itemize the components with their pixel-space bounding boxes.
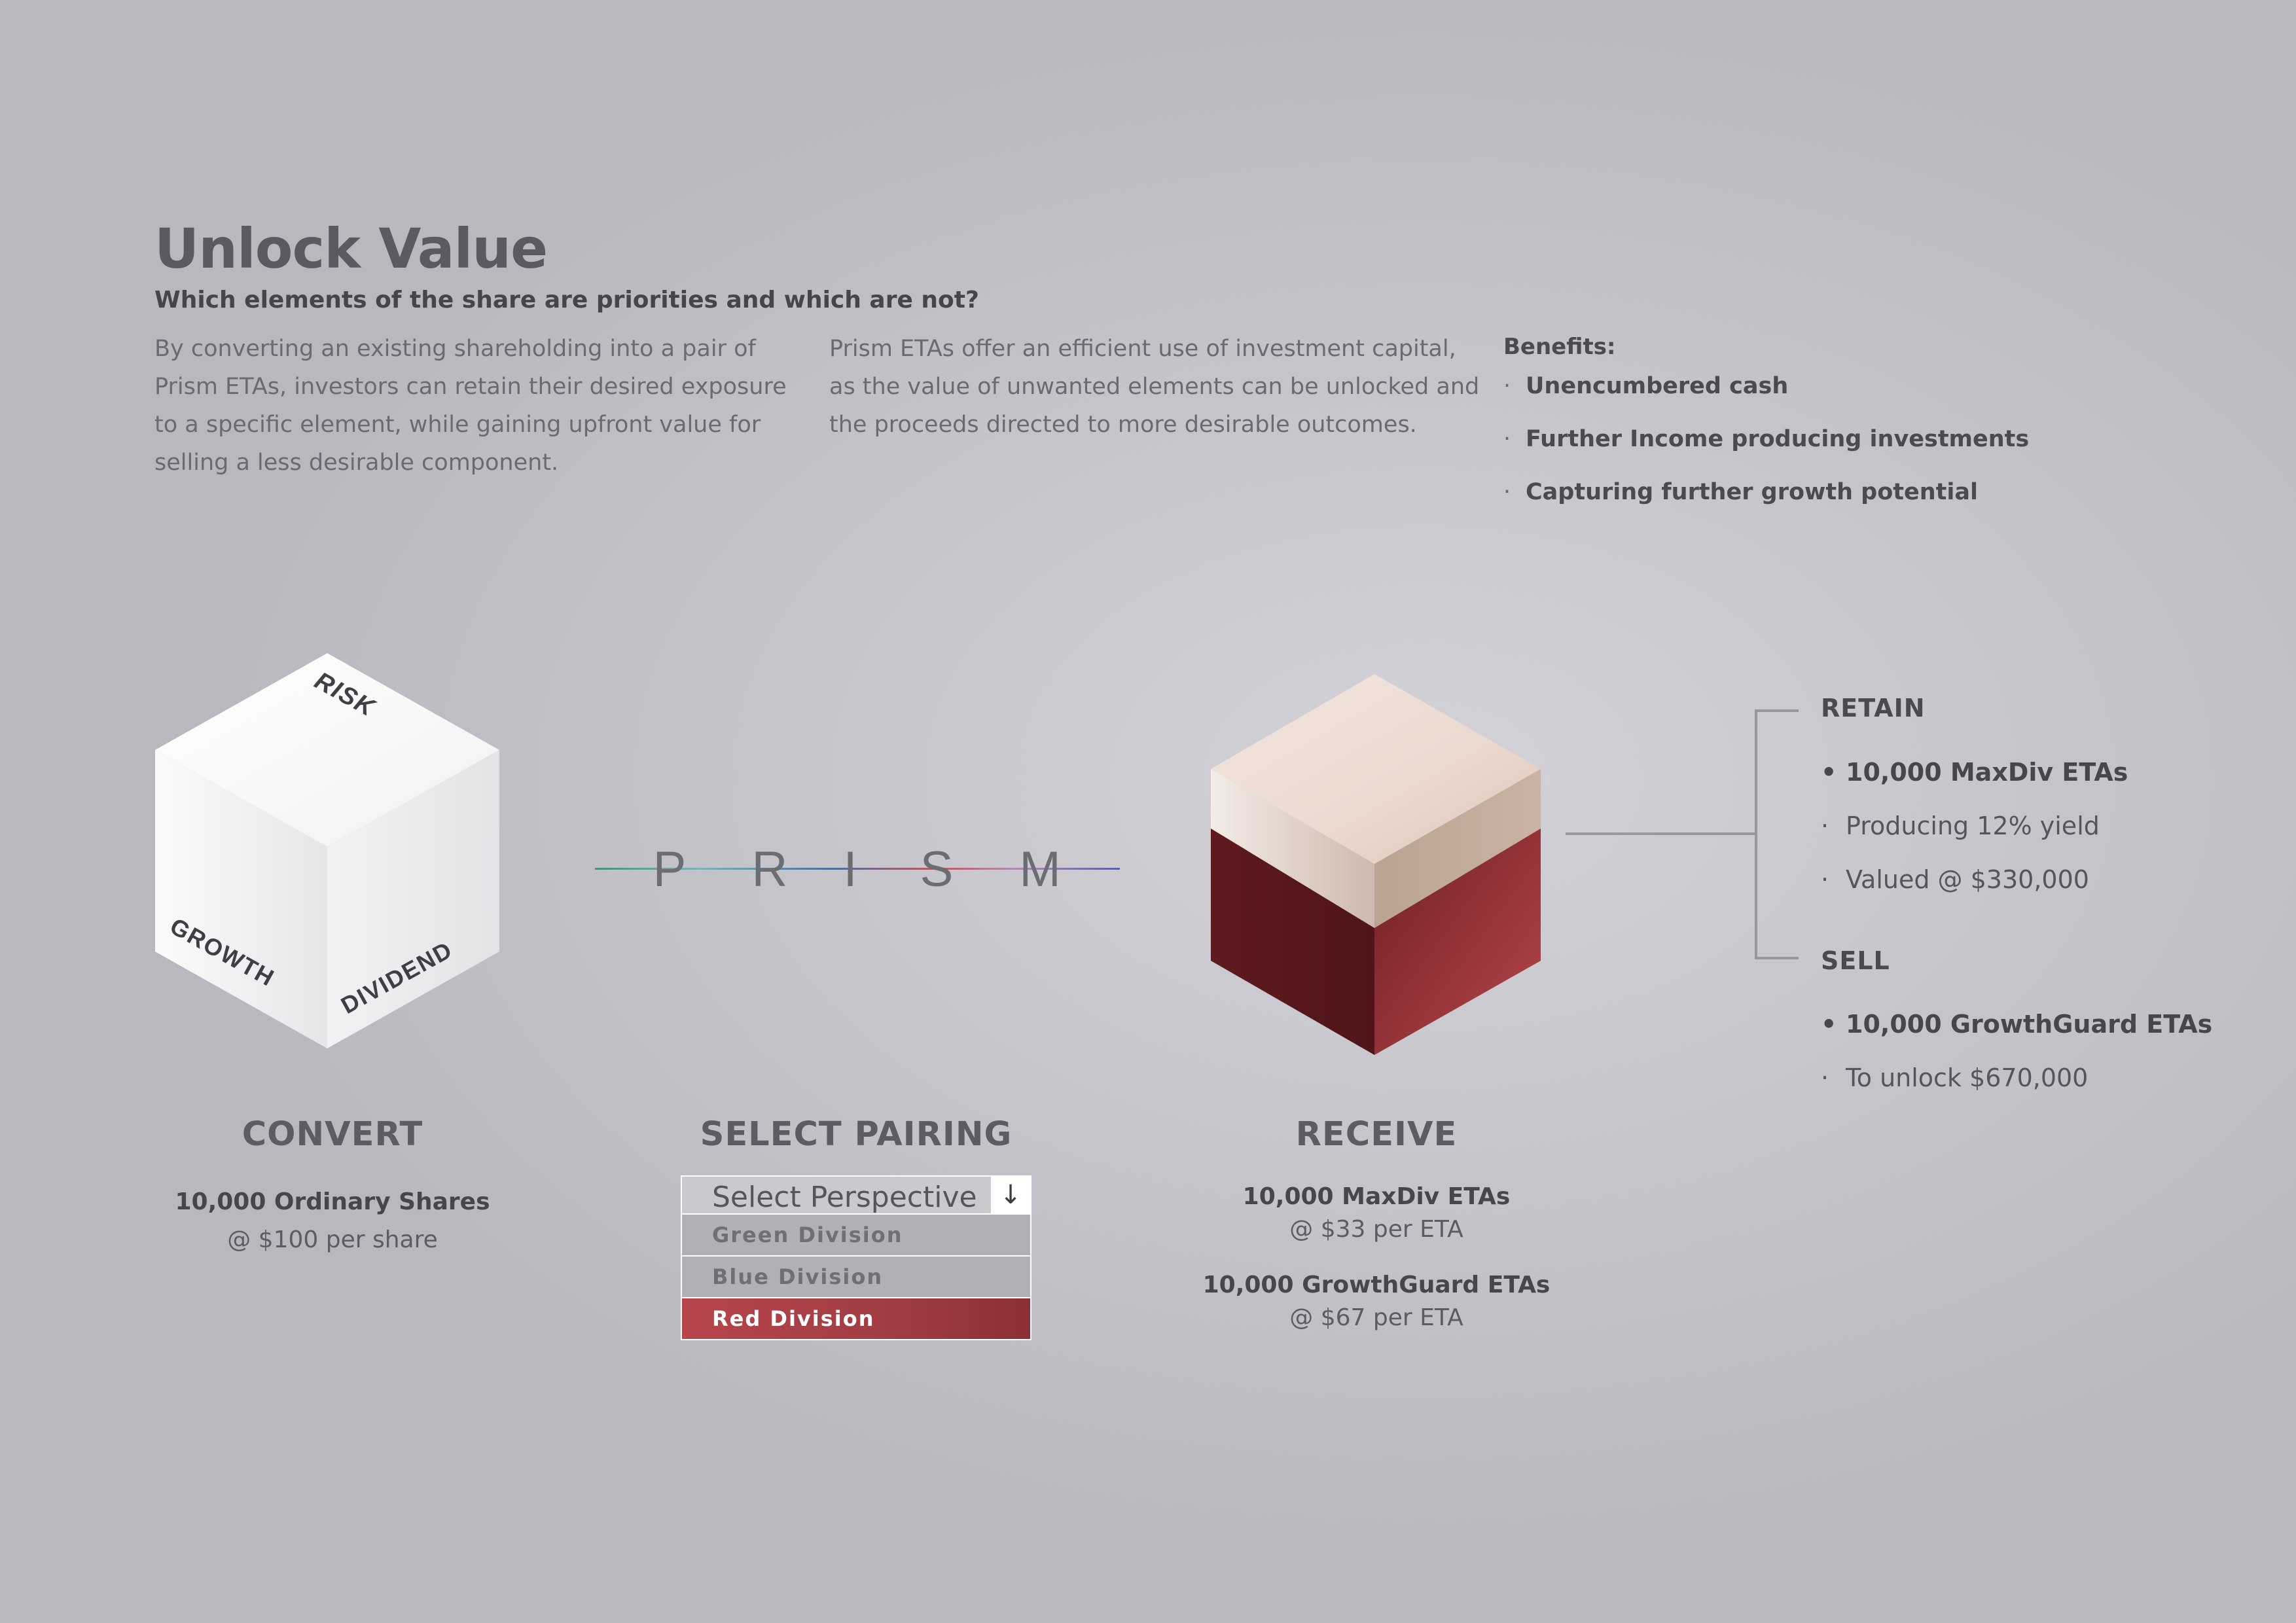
receive-heading: RECEIVE	[1295, 1115, 1458, 1154]
receive-maxdiv-price: @ $33 per ETA	[1289, 1216, 1463, 1243]
prism-letter: R	[752, 844, 788, 897]
result-cube-red-right	[1374, 829, 1541, 1055]
receive-growthguard: 10,000 GrowthGuard ETAs	[1202, 1272, 1551, 1298]
option-green-division[interactable]: Green Division	[681, 1215, 1031, 1257]
retain-item: • 10,000 MaxDiv ETAs	[1821, 758, 2128, 787]
receive-maxdiv: 10,000 MaxDiv ETAs	[1242, 1183, 1511, 1210]
convert-shares: 10,000 Ordinary Shares	[175, 1188, 490, 1215]
perspective-select-label: Select Perspective	[712, 1181, 977, 1214]
benefit-item: · Unencumbered cash	[1503, 373, 1789, 399]
result-cube-cream-right	[1374, 769, 1541, 928]
option-red-division[interactable]: Red Division	[681, 1298, 1031, 1340]
retain-item: · Valued @ $330,000	[1821, 865, 2089, 894]
result-cube-top-face	[1211, 674, 1541, 864]
benefits-heading: Benefits:	[1503, 334, 1616, 360]
convert-heading: CONVERT	[242, 1115, 423, 1154]
retain-list: • 10,000 MaxDiv ETAs · Producing 12% yield…	[1821, 753, 2128, 914]
page-title: Unlock Value	[154, 217, 548, 281]
benefit-item: · Further Income producing investments	[1503, 426, 2030, 452]
sell-list: • 10,000 GrowthGuard ETAs · To unlock $670…	[1821, 1005, 2212, 1112]
benefit-item: · Capturing further growth potential	[1503, 479, 1979, 505]
sell-heading: SELL	[1821, 946, 1890, 975]
arrow-down-icon[interactable]: ↓	[991, 1177, 1030, 1213]
retain-heading: RETAIN	[1821, 694, 1926, 722]
benefits-list: · Unencumbered cash · Further Income produ…	[1503, 366, 2029, 526]
result-cube-red-left	[1211, 829, 1374, 1055]
spectrum-line	[595, 868, 1120, 870]
sell-item: • 10,000 GrowthGuard ETAs	[1821, 1010, 2213, 1039]
receive-growthguard-price: @ $67 per ETA	[1289, 1304, 1463, 1331]
select-pairing-heading: SELECT PAIRING	[700, 1115, 1013, 1154]
efficiency-paragraph: Prism ETAs offer an efficient use of inv…	[829, 336, 1480, 438]
sell-item: · To unlock $670,000	[1821, 1063, 2089, 1092]
intro-paragraph: By converting an existing shareholding i…	[154, 336, 787, 476]
retain-sell-bracket	[1566, 709, 1799, 959]
result-cube-graphic	[1211, 674, 1541, 1055]
cube-right-face	[327, 750, 499, 1048]
prism-letter: S	[920, 844, 954, 897]
option-blue-division[interactable]: Blue Division	[681, 1257, 1031, 1298]
prism-letter: I	[843, 844, 857, 897]
prism-logo: P R I S M	[595, 844, 1120, 897]
result-cube-cream-left	[1211, 769, 1374, 928]
cube-left-face	[155, 750, 327, 1048]
retain-item: · Producing 12% yield	[1821, 812, 2100, 840]
convert-price: @ $100 per share	[227, 1226, 438, 1253]
page-subtitle: Which elements of the share are prioriti…	[154, 287, 979, 313]
perspective-select[interactable]: Select Perspective ↓	[681, 1175, 1031, 1215]
prism-letter: P	[653, 844, 687, 897]
perspective-dropdown[interactable]: Select Perspective ↓ Green Division Blue…	[681, 1175, 1031, 1340]
share-cube-graphic: RISK GROWTH DIVIDEND	[155, 653, 499, 1048]
prism-letter: M	[1019, 844, 1060, 897]
